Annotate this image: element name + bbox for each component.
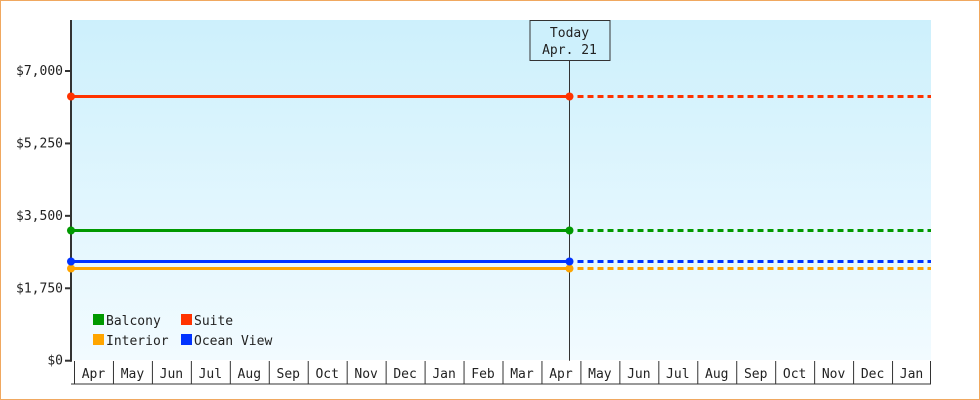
x-tick-label: Jan (900, 367, 923, 382)
x-tick-label: Jun (627, 367, 650, 382)
series-point (565, 92, 574, 101)
series-point (565, 264, 574, 273)
y-tick-label: $5,250 (16, 136, 63, 151)
today-box (529, 20, 611, 61)
series-point (565, 226, 574, 235)
x-tick-label: Nov (822, 367, 846, 382)
x-tick-label: Jul (666, 367, 689, 382)
legend-label: Interior (106, 334, 169, 349)
x-tick-label: Dec (393, 367, 416, 382)
x-tick-label: Oct (315, 367, 338, 382)
series-point (67, 257, 75, 266)
legend-swatch (93, 334, 104, 345)
x-tick-label: Jan (432, 367, 455, 382)
series-point (565, 257, 574, 266)
y-tick-label: $7,000 (16, 64, 63, 79)
x-axis: Apr May Jun Jul Aug Sep Oct Nov Dec Jan Feb Mar Apr M… (71, 361, 931, 385)
x-tick-label: Aug (705, 367, 728, 382)
x-tick-label: Oct (783, 367, 806, 382)
x-tick-label: Sep (744, 367, 768, 382)
x-tick-label: Dec (861, 367, 884, 382)
legend-swatch (93, 314, 104, 325)
today-marker: Today Apr. 21 (529, 20, 611, 361)
today-date: Apr. 21 (542, 43, 597, 58)
legend: Balcony Suite Interior Ocean View (93, 314, 272, 349)
x-tick-label: Jul (199, 367, 222, 382)
x-tick-label: May (121, 367, 145, 382)
y-tick-label: $1,750 (16, 281, 63, 296)
x-tick-label: Apr (82, 367, 106, 382)
legend-label: Balcony (106, 314, 161, 329)
x-tick-label: Sep (277, 367, 301, 382)
series-point (67, 264, 75, 273)
y-axis: $0 $1,750 $3,500 $5,250 $7,000 (16, 20, 72, 369)
x-tick-label: Jun (160, 367, 183, 382)
legend-swatch (181, 334, 192, 345)
series-point (67, 226, 75, 235)
x-tick-label: Feb (471, 367, 495, 382)
series-point (67, 92, 75, 101)
x-tick-label: Nov (354, 367, 378, 382)
legend-swatch (181, 314, 192, 325)
x-tick-label: Mar (510, 367, 534, 382)
today-label: Today (550, 26, 589, 41)
legend-label: Ocean View (194, 334, 272, 349)
x-tick-label: May (588, 367, 612, 382)
series-lines (67, 92, 931, 273)
y-tick-label: $3,500 (16, 209, 63, 224)
legend-label: Suite (194, 314, 233, 329)
y-tick-label: $0 (47, 354, 63, 369)
plot-area (71, 20, 931, 360)
x-tick-label: Aug (238, 367, 261, 382)
x-tick-label: Apr (549, 367, 573, 382)
